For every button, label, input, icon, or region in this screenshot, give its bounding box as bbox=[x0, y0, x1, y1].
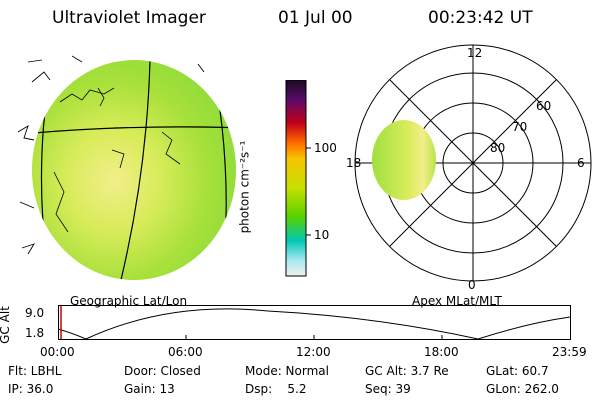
mlt-label-12: 12 bbox=[467, 46, 483, 60]
time-label: 00:23:42 UT bbox=[428, 8, 533, 28]
gc-alt-tick-1-8: 1.8 bbox=[25, 326, 45, 340]
colorbar bbox=[285, 80, 311, 277]
colorbar-label: photon cm⁻²s⁻¹ bbox=[237, 140, 252, 234]
mlt-label-6: 6 bbox=[577, 156, 585, 170]
polar-grid bbox=[354, 44, 592, 282]
mlt-label-0: 0 bbox=[468, 278, 476, 292]
gc-alt-axis-label: GC Alt bbox=[0, 306, 12, 344]
geographic-caption: Geographic Lat/Lon bbox=[70, 294, 188, 308]
x-tick-0600: 06:00 bbox=[168, 345, 203, 359]
filter-info: Flt: LBHL bbox=[8, 364, 62, 378]
mlt-label-18: 18 bbox=[346, 156, 362, 170]
x-tick-2359: 23:59 bbox=[552, 345, 587, 359]
gc-alt-tick-9: 9.0 bbox=[25, 306, 45, 320]
glon-info: GLon: 262.0 bbox=[486, 382, 559, 396]
auroral-oval bbox=[372, 120, 436, 200]
x-tick-1200: 12:00 bbox=[296, 345, 331, 359]
lat-label-60: 60 bbox=[536, 99, 552, 113]
ip-info: IP: 36.0 bbox=[8, 382, 54, 396]
lat-label-70: 70 bbox=[512, 120, 528, 134]
geographic-image bbox=[17, 55, 236, 280]
dsp-info: Dsp: 5.2 bbox=[245, 382, 307, 396]
gain-info: Gain: 13 bbox=[124, 382, 175, 396]
x-tick-1800: 18:00 bbox=[424, 345, 459, 359]
altitude-plot bbox=[58, 305, 571, 340]
seq-info: Seq: 39 bbox=[365, 382, 411, 396]
gc-alt-info: GC Alt: 3.7 Re bbox=[365, 364, 449, 378]
polar-plot bbox=[354, 44, 592, 282]
instrument-title: Ultraviolet Imager bbox=[52, 8, 206, 28]
door-info: Door: Closed bbox=[124, 364, 201, 378]
apex-caption: Apex MLat/MLT bbox=[412, 294, 502, 308]
x-tick-0000: 00:00 bbox=[40, 345, 75, 359]
colorbar-tick-10: 10 bbox=[314, 228, 330, 242]
colorbar-tick-100: 100 bbox=[314, 141, 337, 155]
lat-label-80: 80 bbox=[490, 141, 506, 155]
altitude-curve bbox=[58, 308, 571, 340]
mode-info: Mode: Normal bbox=[245, 364, 329, 378]
glat-info: GLat: 60.7 bbox=[486, 364, 549, 378]
date-label: 01 Jul 00 bbox=[278, 8, 353, 28]
globe-disc bbox=[32, 60, 236, 280]
